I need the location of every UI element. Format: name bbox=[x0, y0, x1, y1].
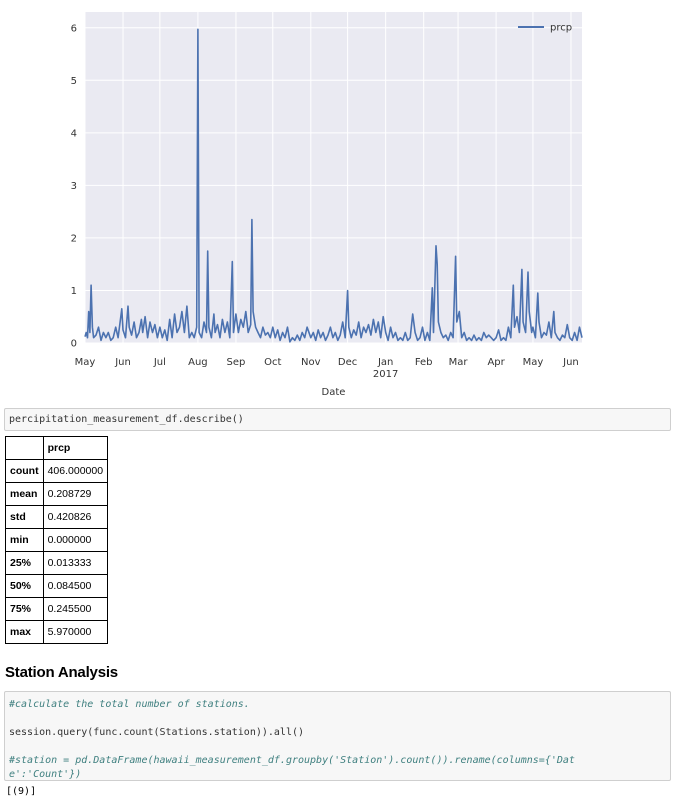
y-tick-label: 5 bbox=[71, 76, 77, 87]
table-header-row: prcp bbox=[5, 436, 109, 460]
row-value: 0.084500 bbox=[42, 574, 109, 598]
y-tick-label: 4 bbox=[71, 128, 77, 139]
series-layer bbox=[84, 28, 583, 343]
series-line-prcp bbox=[84, 28, 583, 343]
x-tick-label: Apr bbox=[487, 357, 505, 368]
y-tick-label: 2 bbox=[71, 233, 77, 244]
table-row: min 0.000000 bbox=[5, 528, 109, 552]
code-comment: #station = pd.DataFrame(hawaii_measureme… bbox=[9, 755, 575, 766]
station-code-cell[interactable]: #calculate the total number of stations.… bbox=[4, 691, 671, 781]
x-tick-label: Jun bbox=[114, 357, 131, 368]
describe-output-table: prcp count 406.000000 mean 0.208729 std 0.4… bbox=[5, 436, 109, 644]
table-row: mean 0.208729 bbox=[5, 482, 109, 506]
row-label: 75% bbox=[5, 597, 44, 621]
table-row: 75% 0.245500 bbox=[5, 597, 109, 621]
row-value: 406.000000 bbox=[42, 459, 109, 483]
x-tick-label: May bbox=[523, 357, 544, 368]
row-value: 0.420826 bbox=[42, 505, 109, 529]
x-tick-label: Jul bbox=[153, 357, 166, 368]
row-label: mean bbox=[5, 482, 44, 506]
y-axis: 0 1 2 3 4 5 6 bbox=[71, 23, 77, 349]
x-tick-label: Feb bbox=[415, 357, 433, 368]
station-count-output: [(9)] bbox=[6, 786, 37, 797]
table-row: max 5.970000 bbox=[5, 620, 109, 644]
section-heading: Station Analysis bbox=[5, 664, 118, 681]
table-row: std 0.420826 bbox=[5, 505, 109, 529]
plot-area bbox=[85, 12, 582, 343]
row-label: 25% bbox=[5, 551, 44, 575]
row-value: 0.000000 bbox=[42, 528, 109, 552]
x-tick-label: Sep bbox=[227, 357, 246, 368]
x-tick-label: Aug bbox=[188, 357, 208, 368]
code-comment: #calculate the total number of stations. bbox=[9, 699, 250, 710]
y-tick-label: 1 bbox=[71, 286, 77, 297]
describe-code-cell[interactable]: percipitation_measurement_df.describe() bbox=[4, 408, 671, 431]
row-label: max bbox=[5, 620, 44, 644]
x-axis-label: Date bbox=[322, 387, 346, 398]
row-value: 5.970000 bbox=[42, 620, 109, 644]
x-tick-label: Dec bbox=[338, 357, 357, 368]
row-label: min bbox=[5, 528, 44, 552]
x-tick-label: Mar bbox=[449, 357, 469, 368]
table-corner-cell bbox=[5, 436, 44, 460]
row-label: 50% bbox=[5, 574, 44, 598]
row-value: 0.013333 bbox=[42, 551, 109, 575]
y-tick-label: 0 bbox=[71, 339, 77, 350]
table-row: 25% 0.013333 bbox=[5, 551, 109, 575]
code-line: session.query(func.count(Stations.statio… bbox=[9, 727, 305, 738]
blank-line bbox=[9, 740, 666, 754]
blank-line bbox=[9, 712, 666, 726]
row-value: 0.208729 bbox=[42, 482, 109, 506]
x-tick-sublabel: 2017 bbox=[373, 369, 398, 380]
x-tick-label: Oct bbox=[264, 357, 281, 368]
legend: prcp bbox=[518, 23, 572, 34]
row-label: std bbox=[5, 505, 44, 529]
x-tick-label: Nov bbox=[301, 357, 321, 368]
code-comment: e':'Count'}) bbox=[9, 769, 82, 780]
row-label: count bbox=[5, 459, 44, 483]
row-value: 0.245500 bbox=[42, 597, 109, 621]
legend-label-prcp: prcp bbox=[550, 23, 572, 34]
x-tick-label: Jan bbox=[377, 357, 393, 368]
describe-code-text: percipitation_measurement_df.describe() bbox=[9, 414, 244, 425]
table-row: 50% 0.084500 bbox=[5, 574, 109, 598]
y-tick-label: 6 bbox=[71, 23, 77, 34]
y-tick-label: 3 bbox=[71, 181, 77, 192]
column-header-prcp: prcp bbox=[42, 436, 109, 460]
x-tick-label: Jun bbox=[562, 357, 579, 368]
table-row: count 406.000000 bbox=[5, 459, 109, 483]
x-tick-label: May bbox=[75, 357, 96, 368]
